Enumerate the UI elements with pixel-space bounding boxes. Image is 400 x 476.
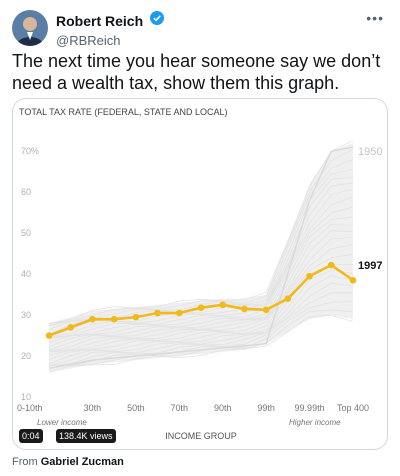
data-point-1997 xyxy=(306,272,313,280)
background-series-line xyxy=(48,275,354,364)
tweet-header: Robert Reich @RBReich ••• xyxy=(12,6,388,48)
data-point-1997 xyxy=(219,301,227,309)
more-options-icon[interactable]: ••• xyxy=(366,10,384,26)
x-tick-label: 50th xyxy=(127,403,145,413)
chart-title: TOTAL TAX RATE (FEDERAL, STATE AND LOCAL… xyxy=(19,107,228,117)
y-tick-label: 60 xyxy=(21,187,31,197)
data-point-1997 xyxy=(154,309,161,317)
y-tick-label: 30 xyxy=(21,310,31,320)
x-tick-label: 30th xyxy=(84,403,102,413)
y-tick-label: 40 xyxy=(21,269,31,279)
user-handle[interactable]: @RBReich xyxy=(56,33,121,48)
video-time-badge: 0:04 xyxy=(19,429,43,443)
background-series-line xyxy=(48,140,354,324)
x-tick-label: 70th xyxy=(171,403,189,413)
data-point-1997 xyxy=(197,304,205,311)
background-series-line xyxy=(48,230,354,351)
background-series-line xyxy=(48,309,354,369)
x-tick-label: 99th xyxy=(257,403,275,413)
background-series-line xyxy=(48,244,354,352)
data-point-1997 xyxy=(175,309,183,317)
source-prefix: From xyxy=(12,456,38,468)
background-series-line xyxy=(48,196,354,338)
avatar[interactable] xyxy=(12,10,48,46)
series-label-1997: 1997 xyxy=(358,260,382,272)
x-tick-label: Top 400 xyxy=(337,403,369,413)
video-views-badge: 138.4K views xyxy=(56,429,116,443)
background-series-line xyxy=(48,182,354,338)
data-point-1997 xyxy=(67,324,75,331)
x-tick-label: 0-10th xyxy=(17,403,43,413)
y-tick-label: 10 xyxy=(21,392,31,402)
data-point-1997 xyxy=(89,315,96,323)
data-point-1997 xyxy=(262,306,270,314)
y-tick-label: 70% xyxy=(21,146,39,156)
x-sub-label-higher: Higher income xyxy=(289,418,341,427)
background-series-line xyxy=(48,216,354,343)
x-sub-label-lower: Lower income xyxy=(37,418,87,427)
data-point-1997 xyxy=(45,332,53,339)
author-block: Robert Reich @RBReich xyxy=(56,11,164,48)
series-line-1950 xyxy=(48,146,354,370)
background-series-line xyxy=(48,314,354,373)
series-label-1950: 1950 xyxy=(358,146,382,158)
video-media[interactable]: TOTAL TAX RATE (FEDERAL, STATE AND LOCAL… xyxy=(12,98,388,450)
x-axis-label: INCOME GROUP xyxy=(165,431,237,441)
display-name[interactable]: Robert Reich xyxy=(56,12,144,29)
source-attribution: From Gabriel Zucman xyxy=(12,456,124,468)
data-point-1997 xyxy=(132,313,140,321)
tax-rate-chart: TOTAL TAX RATE (FEDERAL, STATE AND LOCAL… xyxy=(17,107,382,441)
background-series-line xyxy=(48,224,354,348)
source-name[interactable]: Gabriel Zucman xyxy=(40,456,124,468)
verified-badge-icon xyxy=(149,11,164,30)
data-point-1997 xyxy=(284,295,292,302)
x-tick-label: 99.99th xyxy=(295,403,325,413)
data-point-1997 xyxy=(349,276,357,284)
data-point-1997 xyxy=(241,305,248,313)
background-series-line xyxy=(48,206,354,340)
x-tick-label: 90th xyxy=(214,403,232,413)
tweet-text: The next time you hear someone say we do… xyxy=(12,51,381,93)
data-point-1997 xyxy=(327,261,335,269)
data-point-1997 xyxy=(110,315,118,323)
background-series-line xyxy=(48,282,354,366)
background-series-line xyxy=(48,148,354,324)
background-series-line xyxy=(48,253,354,353)
y-tick-label: 20 xyxy=(21,351,31,361)
y-tick-label: 50 xyxy=(21,228,31,238)
background-series-line xyxy=(48,269,354,361)
